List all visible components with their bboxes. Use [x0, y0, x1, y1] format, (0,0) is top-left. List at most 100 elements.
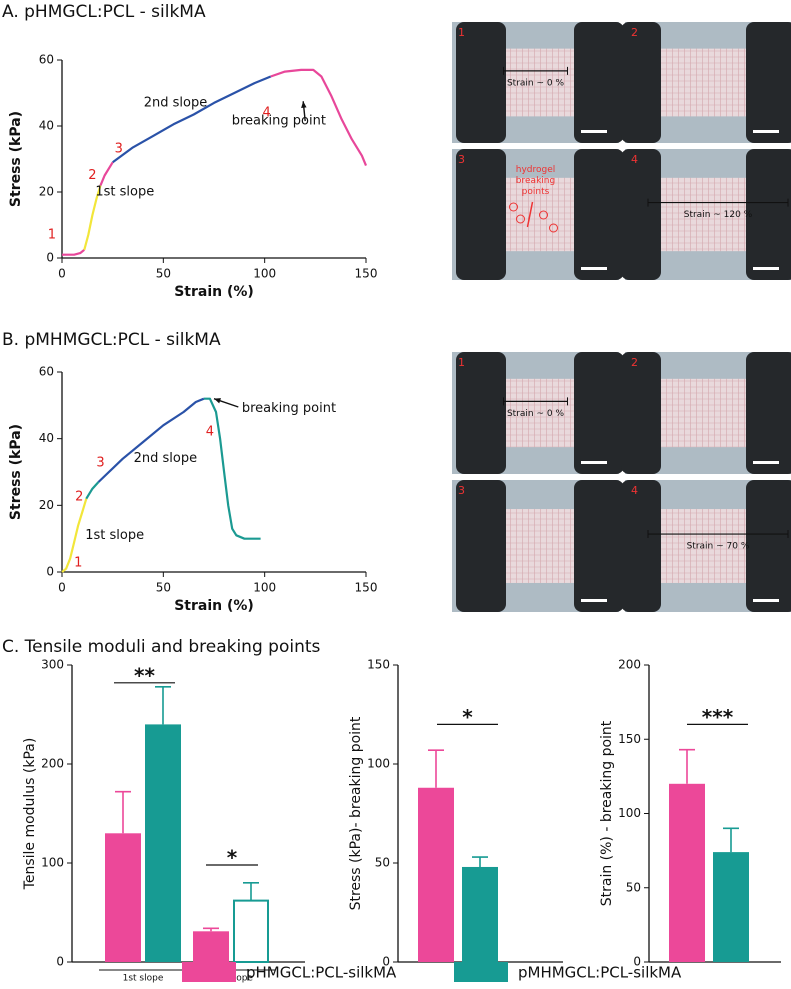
error-bar — [679, 748, 695, 784]
x-tick-label: 100 — [253, 267, 276, 281]
clamp — [746, 480, 791, 612]
bar — [669, 783, 705, 962]
clamp — [621, 149, 661, 280]
photo-label: 1 — [458, 26, 465, 39]
annotation: 2 — [88, 168, 96, 183]
bar — [145, 724, 181, 962]
clamp — [456, 352, 506, 474]
clamp — [456, 149, 506, 280]
stress-strain-line — [85, 481, 100, 500]
caption: Strain ~ 70 % — [687, 542, 750, 552]
arrowhead — [214, 398, 221, 404]
error-bar — [723, 827, 739, 853]
y-tick-label: 200 — [41, 757, 64, 771]
marker — [539, 210, 548, 220]
clamp — [746, 22, 791, 143]
error-bar — [243, 882, 259, 901]
scale-bar — [581, 599, 607, 602]
clamp — [746, 352, 791, 474]
significance: *** — [702, 705, 734, 729]
scale-bar — [581, 461, 607, 464]
photo-label: 3 — [458, 484, 465, 497]
caption: Strain ~ 0 % — [507, 78, 565, 88]
error-bar — [155, 685, 171, 725]
y-tick-label: 40 — [39, 431, 54, 445]
y-tick-label: 20 — [39, 498, 54, 512]
y-tick-label: 0 — [46, 251, 54, 265]
y-tick-label: 200 — [618, 658, 641, 672]
y-tick-label: 0 — [633, 955, 641, 969]
marker — [549, 223, 558, 233]
stress-strain-line — [62, 248, 85, 256]
stress-strain-line — [97, 397, 205, 483]
y-tick-label: 0 — [46, 565, 54, 579]
annotation: 1 — [48, 227, 56, 242]
annotation: 1 — [74, 556, 82, 571]
annotation: 2nd slope — [144, 95, 207, 110]
annotation: 1st slope — [85, 528, 144, 543]
panel-title: A. pHMGCL:PCL - silkMA — [2, 2, 206, 22]
x-tick-label: 0 — [58, 581, 66, 595]
scale-bar — [753, 267, 779, 270]
y-tick-label: 100 — [41, 856, 64, 870]
legend-label: pHMGCL:PCL-silkMA — [246, 964, 397, 982]
significance: ** — [134, 663, 155, 687]
marker — [516, 214, 525, 224]
panel-title: C. Tensile moduli and breaking points — [2, 637, 321, 657]
clamp — [621, 22, 661, 143]
annotation: 2nd slope — [134, 451, 197, 466]
scale-bar — [753, 130, 779, 133]
error-bar — [428, 749, 444, 788]
arrowhead — [301, 101, 307, 108]
clamp — [574, 352, 624, 474]
annotation-line: breaking — [516, 176, 555, 186]
y-tick-label: 300 — [41, 658, 64, 672]
y-tick-label: 100 — [367, 757, 390, 771]
y-axis-label: Stress (kPa) — [8, 111, 24, 207]
clamp — [621, 352, 661, 474]
caption: Strain ~ 120 % — [684, 210, 753, 220]
bar — [233, 899, 269, 963]
clamp — [574, 22, 624, 143]
photo-label: 4 — [631, 153, 638, 166]
x-tick-label: 50 — [156, 581, 171, 595]
x-tick-label: 50 — [156, 267, 171, 281]
clamp — [746, 149, 791, 280]
stress-strain-line — [203, 397, 261, 540]
x-tick-label: 100 — [253, 581, 276, 595]
y-tick-label: 0 — [382, 955, 390, 969]
y-tick-label: 50 — [626, 880, 641, 894]
stress-strain-line — [61, 498, 88, 573]
stress-strain-line — [270, 68, 368, 167]
annotation: 2 — [75, 490, 83, 505]
y-tick-label: 150 — [367, 658, 390, 672]
x-tick-label: 150 — [355, 581, 378, 595]
x-axis-label: Strain (%) — [174, 598, 254, 614]
annotation: 4 — [263, 105, 271, 120]
photo-label: 4 — [631, 484, 638, 497]
scale-bar — [753, 461, 779, 464]
y-tick-label: 100 — [618, 806, 641, 820]
annotation-line: hydrogel — [516, 165, 556, 175]
panel-title: B. pMHMGCL:PCL - silkMA — [2, 330, 221, 350]
annotation: hydrogel breaking points — [516, 165, 556, 197]
annotation: breaking point — [232, 114, 326, 129]
legend-swatch — [454, 962, 508, 982]
bar — [418, 787, 454, 962]
x-tick-label: 0 — [58, 267, 66, 281]
photo-label: 2 — [631, 356, 638, 369]
annotation: 4 — [206, 425, 214, 440]
legend-label: pMHMGCL:PCL-silkMA — [518, 964, 682, 982]
arrow — [526, 201, 534, 228]
annotation: 3 — [115, 142, 123, 157]
y-tick-label: 20 — [39, 185, 54, 199]
y-axis-label: Stress (kPa) — [8, 424, 24, 520]
stress-strain-line — [83, 185, 102, 251]
bar — [462, 866, 498, 962]
marker — [509, 202, 518, 212]
clamp — [574, 149, 624, 280]
caption: Strain ~ 0 % — [507, 409, 565, 419]
clamp — [456, 22, 506, 143]
clamp — [574, 480, 624, 612]
